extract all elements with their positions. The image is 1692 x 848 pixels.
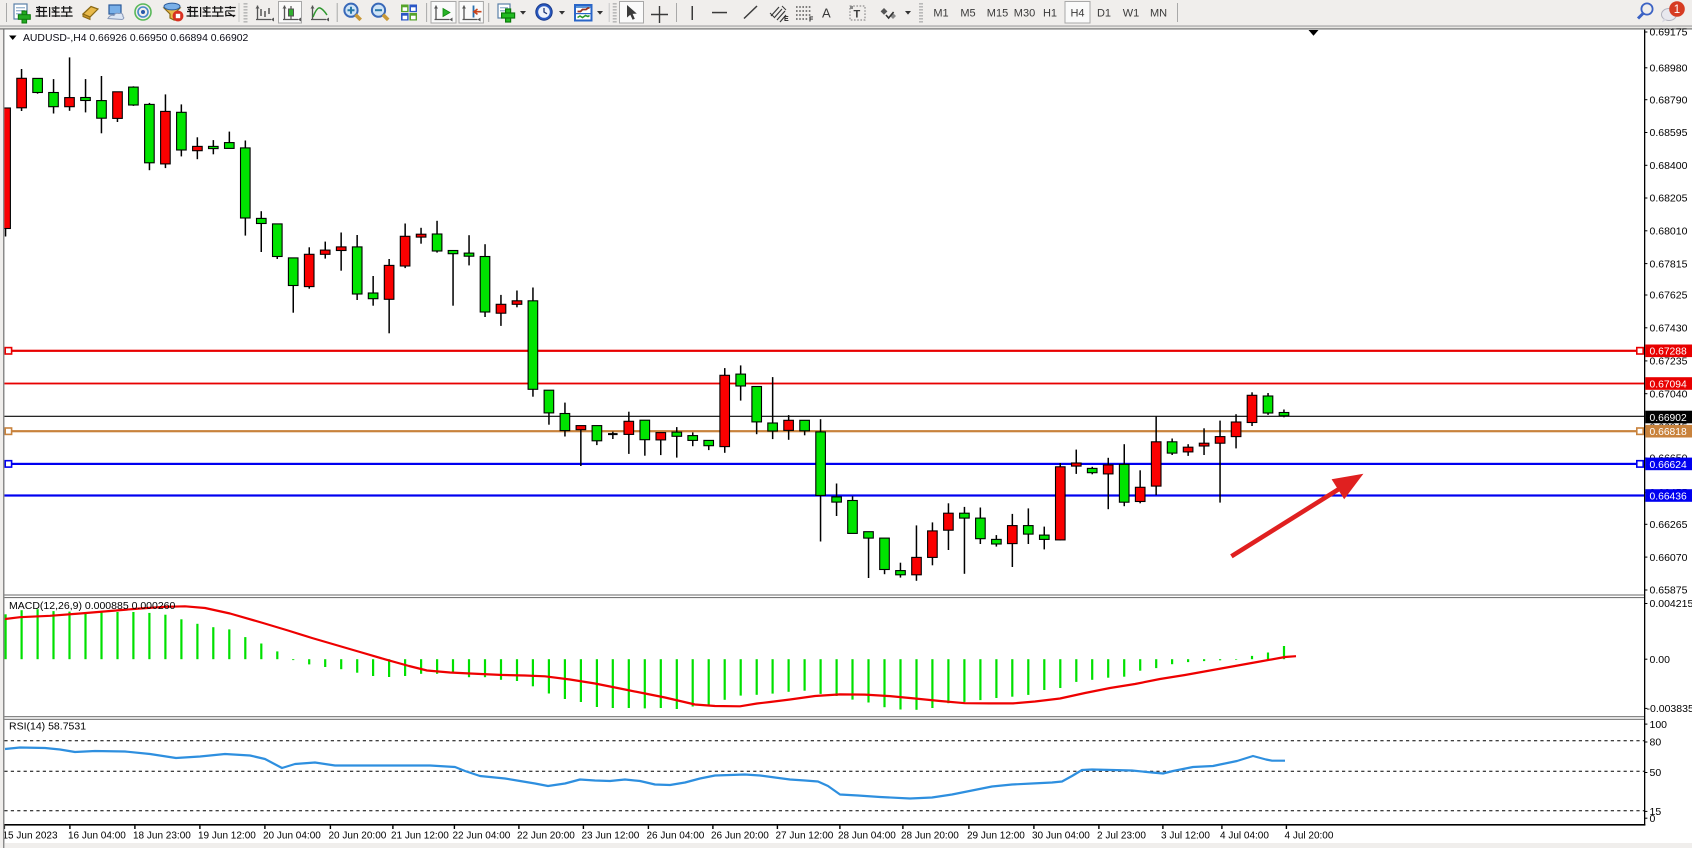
svg-text:0.67625: 0.67625 <box>1650 290 1688 302</box>
svg-text:21 Jun 12:00: 21 Jun 12:00 <box>391 831 449 842</box>
svg-text:0.67235: 0.67235 <box>1650 356 1688 368</box>
svg-text:23 Jun 12:00: 23 Jun 12:00 <box>582 831 640 842</box>
svg-text:30 Jun 04:00: 30 Jun 04:00 <box>1032 831 1090 842</box>
svg-text:18 Jun 23:00: 18 Jun 23:00 <box>133 831 191 842</box>
svg-text:20 Jun 04:00: 20 Jun 04:00 <box>263 831 321 842</box>
svg-text:MACD(12,26,9) 0.000885 0.00026: MACD(12,26,9) 0.000885 0.000260 <box>9 600 176 612</box>
svg-text:E: E <box>784 16 789 23</box>
svg-text:A: A <box>822 6 831 21</box>
svg-text:27 Jun 12:00: 27 Jun 12:00 <box>776 831 834 842</box>
svg-text:80: 80 <box>1650 737 1662 749</box>
svg-text:4 Jul 04:00: 4 Jul 04:00 <box>1220 831 1269 842</box>
svg-text:0.67094: 0.67094 <box>1650 379 1687 390</box>
svg-text:3 Jul 12:00: 3 Jul 12:00 <box>1161 831 1210 842</box>
svg-text:0.67815: 0.67815 <box>1650 258 1688 270</box>
svg-text:0.004215: 0.004215 <box>1650 598 1692 610</box>
svg-text:2 Jul 23:00: 2 Jul 23:00 <box>1097 831 1146 842</box>
svg-text:100: 100 <box>1650 719 1668 731</box>
svg-text:26 Jun 04:00: 26 Jun 04:00 <box>647 831 705 842</box>
svg-text:0.69175: 0.69175 <box>1650 27 1688 39</box>
svg-text:AUDUSD-,H4 0.66926 0.66950 0.: AUDUSD-,H4 0.66926 0.66950 0.66894 0.669… <box>23 33 249 44</box>
svg-text:0.66902: 0.66902 <box>1650 413 1687 424</box>
svg-text:0.67430: 0.67430 <box>1650 323 1688 335</box>
svg-text:50: 50 <box>1650 767 1662 779</box>
svg-text:0.67040: 0.67040 <box>1650 388 1688 400</box>
svg-text:0.68980: 0.68980 <box>1650 63 1688 75</box>
svg-text:1: 1 <box>1674 4 1680 16</box>
svg-text:28 Jun 04:00: 28 Jun 04:00 <box>838 831 896 842</box>
svg-text:-0.003835: -0.003835 <box>1647 703 1692 715</box>
svg-text:F: F <box>809 17 814 24</box>
svg-text:M1: M1 <box>933 8 948 20</box>
svg-text:0: 0 <box>1650 813 1656 825</box>
svg-text:D1: D1 <box>1097 8 1111 20</box>
svg-text:H4: H4 <box>1070 8 1084 20</box>
svg-text:4 Jul 20:00: 4 Jul 20:00 <box>1285 831 1334 842</box>
svg-text:0.66624: 0.66624 <box>1650 460 1687 471</box>
svg-text:W1: W1 <box>1123 8 1140 20</box>
svg-text:T: T <box>854 9 861 21</box>
svg-text:26 Jun 20:00: 26 Jun 20:00 <box>711 831 769 842</box>
svg-text:0.67288: 0.67288 <box>1650 347 1687 358</box>
svg-text:RSI(14) 58.7531: RSI(14) 58.7531 <box>9 721 86 733</box>
svg-text:MN: MN <box>1150 8 1167 20</box>
svg-text:M30: M30 <box>1014 8 1035 20</box>
svg-text:M5: M5 <box>960 8 975 20</box>
svg-text:28 Jun 20:00: 28 Jun 20:00 <box>901 831 959 842</box>
svg-text:0.65875: 0.65875 <box>1650 585 1688 597</box>
svg-text:29 Jun 12:00: 29 Jun 12:00 <box>967 831 1025 842</box>
svg-text:0.68205: 0.68205 <box>1650 193 1688 205</box>
svg-text:0.66436: 0.66436 <box>1650 491 1687 502</box>
svg-text:0.68595: 0.68595 <box>1650 127 1688 139</box>
svg-text:M15: M15 <box>987 8 1008 20</box>
svg-text:20 Jun 20:00: 20 Jun 20:00 <box>329 831 387 842</box>
svg-text:0.66818: 0.66818 <box>1650 427 1687 438</box>
svg-text:22 Jun 04:00: 22 Jun 04:00 <box>453 831 511 842</box>
svg-text:15: 15 <box>1650 806 1662 818</box>
svg-text:0.66265: 0.66265 <box>1650 519 1688 531</box>
svg-text:22 Jun 20:00: 22 Jun 20:00 <box>517 831 575 842</box>
svg-text:0.68010: 0.68010 <box>1650 226 1688 238</box>
svg-text:15 Jun 2023: 15 Jun 2023 <box>3 831 58 842</box>
svg-text:0.66070: 0.66070 <box>1650 552 1688 564</box>
svg-text:H1: H1 <box>1043 8 1057 20</box>
svg-text:19 Jun 12:00: 19 Jun 12:00 <box>198 831 256 842</box>
svg-text:0.68400: 0.68400 <box>1650 160 1688 172</box>
svg-text:16 Jun 04:00: 16 Jun 04:00 <box>68 831 126 842</box>
svg-text:0.68790: 0.68790 <box>1650 94 1688 106</box>
svg-text:0.00: 0.00 <box>1650 654 1671 666</box>
